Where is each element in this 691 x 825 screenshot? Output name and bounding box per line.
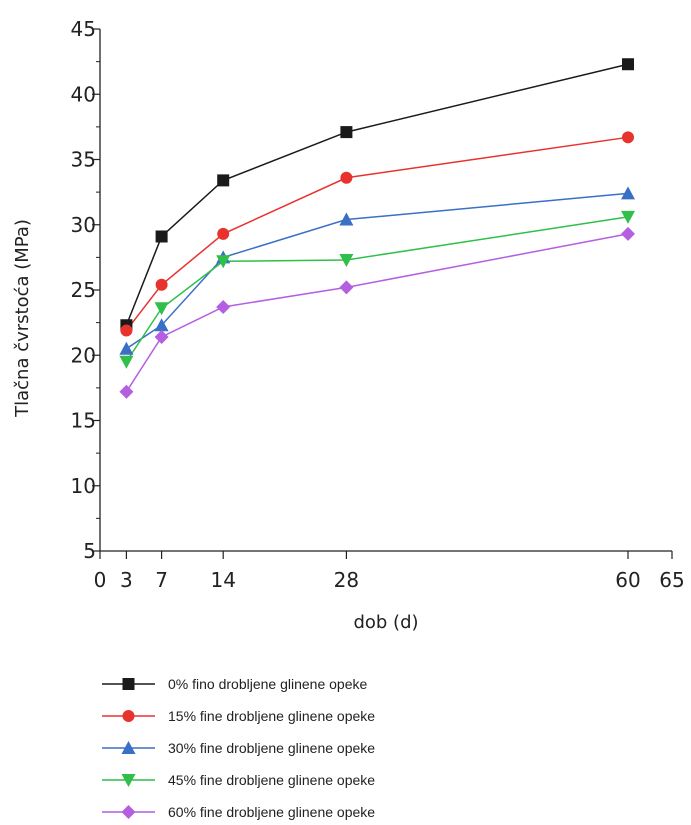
diamond-marker <box>216 299 231 314</box>
series-line <box>125 233 629 393</box>
series-markers <box>119 58 635 399</box>
legend-label: 0% fino drobljene glinene opeke <box>168 676 367 692</box>
series-line <box>125 136 629 331</box>
y-tick-label: 30 <box>71 213 96 237</box>
x-axis-label: dob (d) <box>353 612 418 633</box>
y-tick-label: 5 <box>83 539 96 563</box>
legend-label: 45% fine drobljene glinene opeke <box>168 772 375 788</box>
triangle-up-marker <box>154 318 169 332</box>
square-marker <box>622 58 634 71</box>
y-tick-label: 40 <box>71 82 96 106</box>
circle-marker <box>122 710 135 722</box>
series-lines <box>125 63 629 393</box>
square-marker <box>217 174 230 187</box>
x-tick-label: 3 <box>120 568 133 592</box>
circle-marker <box>622 131 634 144</box>
triangle-down-marker <box>216 255 231 269</box>
triangle-up-marker <box>119 341 134 355</box>
square-marker <box>340 126 353 139</box>
y-tick-label: 20 <box>71 343 96 367</box>
triangle-down-marker <box>121 774 136 787</box>
square-marker <box>122 678 135 690</box>
triangle-down-marker <box>339 253 354 267</box>
triangle-up-marker <box>621 186 635 200</box>
diamond-marker <box>339 280 354 295</box>
y-tick-label: 35 <box>71 148 96 172</box>
y-tick-label: 10 <box>71 474 96 498</box>
square-marker <box>155 230 168 243</box>
triangle-up-marker <box>121 741 136 754</box>
y-tick-label: 45 <box>71 17 96 41</box>
series-line <box>125 216 629 363</box>
circle-marker <box>155 278 168 291</box>
x-tick-label: 60 <box>615 568 640 592</box>
legend-label: 15% fine drobljene glinene opeke <box>168 708 375 724</box>
circle-marker <box>120 324 133 337</box>
y-tick-label: 15 <box>71 409 96 433</box>
series-line <box>125 63 629 326</box>
diamond-marker <box>154 329 169 344</box>
diamond-marker <box>121 805 136 819</box>
triangle-down-marker <box>154 302 169 316</box>
triangle-up-marker <box>339 212 354 226</box>
x-tick-label: 65 <box>659 568 684 592</box>
circle-marker <box>217 227 230 240</box>
circle-marker <box>340 171 353 184</box>
x-tick-label: 14 <box>210 568 235 592</box>
legend: 0% fino drobljene glinene opeke 15% fine … <box>102 676 375 820</box>
legend-label: 30% fine drobljene glinene opeke <box>168 740 375 756</box>
diamond-marker <box>119 384 134 399</box>
x-tick-label: 7 <box>155 568 168 592</box>
x-tick-label: 0 <box>94 568 107 592</box>
series-line <box>125 192 629 350</box>
x-tick-label: 28 <box>334 568 359 592</box>
legend-label: 60% fine drobljene glinene opeke <box>168 804 375 820</box>
diamond-marker <box>621 226 635 241</box>
y-tick-label: 25 <box>71 278 96 302</box>
y-axis-label: Tlačna čvrstoća (MPa) <box>12 219 33 418</box>
triangle-down-marker <box>621 210 635 224</box>
axes: 5 10 15 20 25 30 35 40 45 0 3 7 14 28 60 65 <box>71 17 685 592</box>
triangle-down-marker <box>119 355 134 369</box>
